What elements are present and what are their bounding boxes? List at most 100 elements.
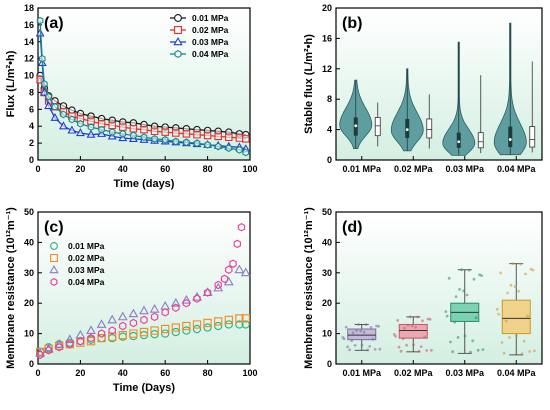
violin-2 [442,41,484,156]
x-axis-title: Time (Days) [113,382,175,394]
data-point [203,323,212,332]
legend-marker [174,14,182,22]
data-point [44,346,53,355]
data-point [36,350,44,360]
x-tick-label: 0 [35,164,40,174]
data-point [76,336,85,346]
violin-median [508,138,512,141]
box-point [364,323,368,326]
box-point [531,268,535,272]
box-point [495,307,499,311]
violin-box [508,126,513,148]
data-point [64,334,75,344]
box-point [528,350,532,353]
violin-median [354,124,358,128]
box-point [511,262,515,266]
data-point [87,123,95,131]
data-point [45,92,52,101]
box-point [509,283,513,287]
y-tick-label: 40 [322,237,332,247]
data-point [172,137,180,146]
data-point [203,131,212,140]
y-axis-title: Membrane resistance (10¹²m⁻¹) [303,207,315,369]
box-point [350,339,354,343]
legend-marker [50,254,58,262]
series-3 [36,16,250,157]
box-point [471,339,475,343]
box-point [504,319,508,323]
side-box [529,126,536,148]
data-point [172,303,180,312]
box-point [480,274,483,277]
data-point [233,239,241,249]
data-point [75,128,85,137]
data-point [130,131,137,140]
box-0 [341,323,382,352]
y-tick-label: 0 [327,359,332,369]
data-point [117,311,128,321]
legend-marker [173,36,183,46]
box-point [465,293,469,297]
side-box [426,118,433,139]
data-point [97,329,106,338]
data-point [193,130,201,139]
legend: 0.01 MPa 0.02 MPa 0.03 MPa 0.04 MPa [170,13,229,59]
data-point [214,317,223,326]
data-point [54,338,65,348]
y-tick-label: 10 [24,71,34,81]
box-point [426,317,430,321]
data-point [235,134,244,142]
data-point [98,125,105,134]
data-point [214,132,222,141]
y-tick-label: 0 [327,155,332,165]
y-tick-label: 8 [29,87,34,97]
box-point [423,335,426,339]
side-box [477,132,484,149]
data-point [237,222,246,232]
x-tick-label: 0 [35,368,40,378]
data-point [225,144,233,153]
box-point [474,316,478,320]
data-point [225,133,233,141]
x-tick-label: 100 [242,368,257,378]
panel-label: (b) [342,15,362,32]
box-point [403,326,406,330]
box-point [462,289,466,293]
box-point [369,326,373,329]
data-point [140,125,148,134]
box-3 [495,262,536,356]
y-tick-label: 30 [24,268,34,278]
data-point [229,259,237,268]
data-point [87,117,95,125]
legend-label: 0.02 MPa [68,253,105,263]
plot-area [335,211,543,365]
data-point [119,123,127,131]
box-point [458,288,461,291]
box-point [394,334,397,338]
legend-marker [50,242,58,250]
legend-marker [50,277,58,287]
x-tick-label: 100 [242,164,257,174]
data-point [108,128,116,136]
panel-label: (c) [44,219,64,236]
x-tick-label: 0.02 MPa [394,164,434,174]
data-point [224,320,233,329]
y-tick-label: 0 [29,155,34,165]
box-1 [392,315,433,353]
box-point [378,347,382,351]
legend-marker [174,26,182,34]
y-axis-title: Stable flux (L/m²•h) [303,34,315,134]
data-point [235,320,244,329]
box-point [344,325,348,329]
box-point [371,337,375,341]
box-point [508,336,511,339]
data-point [41,80,48,88]
box-point [377,324,380,328]
x-tick-label: 20 [75,164,85,174]
y-tick-label: 20 [322,3,332,13]
box-point [405,343,408,347]
violin-1 [390,68,433,152]
legend-label: 0.03 MPa [192,37,229,47]
box-point [478,273,481,277]
